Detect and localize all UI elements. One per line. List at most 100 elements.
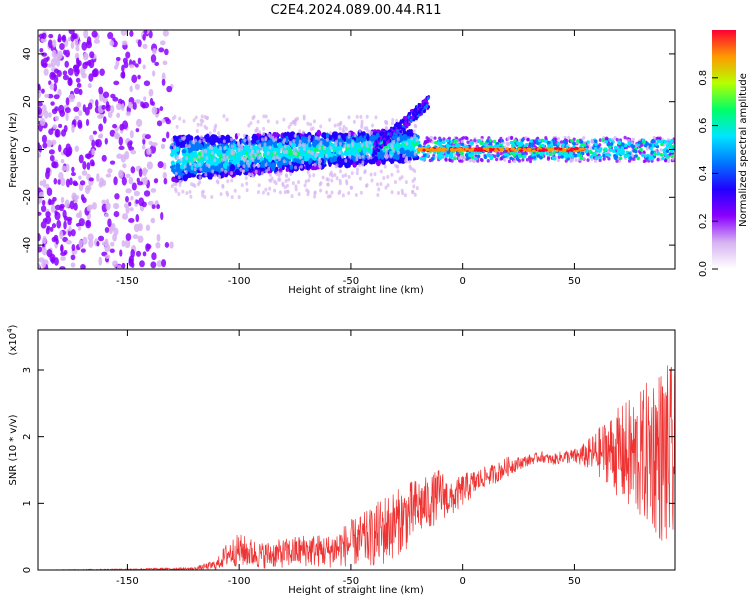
spectrogram-noise-cell xyxy=(135,128,140,133)
spectrogram-halo-cell xyxy=(398,176,402,181)
spectrogram-halo-cell xyxy=(297,180,301,185)
spectrogram-halo-cell xyxy=(351,143,355,148)
spectrogram-halo-cell xyxy=(412,129,416,134)
spectrogram-noise-cell xyxy=(54,211,61,221)
spectrogram-band-cell xyxy=(410,132,414,137)
spectrogram-halo-cell xyxy=(355,114,359,119)
spectrogram-halo-cell xyxy=(278,177,282,182)
spectrogram-halo-cell xyxy=(503,158,507,162)
spectrogram-halo-cell xyxy=(216,131,220,136)
spectrogram-noise-cell xyxy=(113,176,118,186)
spectrogram-band-cell xyxy=(189,135,194,142)
spectrogram-halo-cell xyxy=(220,167,224,172)
spectrogram-halo-cell xyxy=(574,158,578,162)
spectrogram-halo-cell xyxy=(567,135,571,140)
spectrogram-halo-cell xyxy=(302,116,306,121)
spectrogram-noise-cell xyxy=(73,182,79,187)
spectrogram-halo-cell xyxy=(336,122,340,127)
spectrogram-line-cell xyxy=(651,138,655,143)
spectrogram-halo-cell xyxy=(267,166,271,171)
spectrogram-halo-cell xyxy=(349,185,353,190)
spectrogram-halo-cell xyxy=(459,154,464,159)
spectrogram-halo-cell xyxy=(373,172,377,177)
spectrogram-noise-cell xyxy=(122,57,128,64)
spectrogram-noise-cell xyxy=(66,149,70,157)
spectrogram-halo-cell xyxy=(313,194,317,199)
spectrogram-halo-cell xyxy=(190,182,194,187)
spectrogram-halo-cell xyxy=(265,169,269,174)
spectrogram-halo-cell xyxy=(178,116,182,121)
spectrogram-peak-cell xyxy=(454,148,459,152)
spectrogram-halo-cell xyxy=(589,146,593,150)
spectrogram-noise-cell xyxy=(45,211,51,218)
spectrogram-halo-cell xyxy=(251,149,255,154)
spectrogram-noise-cell xyxy=(49,253,56,263)
spectrogram-halo-cell xyxy=(499,151,503,156)
spectrogram-noise-cell xyxy=(150,54,157,63)
spectrogram-noise-cell xyxy=(85,118,90,127)
spectrogram-noise-cell xyxy=(75,222,82,227)
spectrogram-halo-cell xyxy=(261,190,265,195)
spectrogram-halo-cell xyxy=(301,130,305,135)
spectrogram-noise-cell xyxy=(102,91,110,99)
spectrogram-noise-cell xyxy=(81,197,87,204)
spectrogram-halo-cell xyxy=(513,159,517,164)
spectrogram-noise-cell xyxy=(80,66,86,76)
spectrogram-noise-cell xyxy=(146,161,153,170)
spectrogram-tail-cell xyxy=(417,102,421,107)
spectrogram-halo-cell xyxy=(307,138,311,143)
spectrogram-noise-cell xyxy=(122,163,127,169)
spectrogram-line-cell xyxy=(659,139,664,144)
spectrogram-band-cell xyxy=(204,165,209,171)
spectrogram-halo-cell xyxy=(329,131,333,136)
spectrogram-halo-cell xyxy=(208,131,212,136)
spectrogram-line-cell xyxy=(538,144,543,148)
x-tick-label: -150 xyxy=(116,576,139,587)
spectrogram-noise-cell xyxy=(151,204,156,210)
spectrogram-band-cell xyxy=(195,135,200,141)
spectrogram-halo-cell xyxy=(307,149,311,154)
spectrogram-noise-cell xyxy=(117,264,122,269)
spectrogram-noise-cell xyxy=(87,233,94,241)
spectrogram-halo-cell xyxy=(328,117,332,122)
spectrogram-halo-cell xyxy=(546,157,550,161)
colorbar: 0.0 0.2 0.4 0.6 0.8 Normalized spectral ampl… xyxy=(698,30,749,277)
spectrogram-noise-cell xyxy=(96,114,104,119)
spectrogram-halo-cell xyxy=(390,172,394,177)
spectrogram-halo-cell xyxy=(249,152,253,157)
spectrogram-noise-cell xyxy=(131,182,137,191)
spectrogram-line-cell xyxy=(570,139,574,143)
spectrogram-noise-cell xyxy=(163,177,168,185)
spectrogram-noise-cell xyxy=(82,62,88,70)
spectrogram-halo-cell xyxy=(343,144,347,149)
spectrogram-halo-cell xyxy=(288,161,292,166)
spectrogram-noise-cell xyxy=(105,101,110,109)
spectrogram-halo-cell xyxy=(266,119,270,124)
spectrogram-line-cell xyxy=(560,143,565,148)
spectrogram-halo-cell xyxy=(205,162,209,167)
spectrogram-tail-cell xyxy=(387,132,391,136)
spectrogram-noise-cell xyxy=(101,104,106,110)
spectrogram-noise-cell xyxy=(62,70,68,76)
spectrogram-halo-cell xyxy=(313,190,317,195)
spectrogram-band-cell xyxy=(279,153,283,159)
spectrogram-noise-cell xyxy=(87,83,92,89)
spectrogram-tail-cell xyxy=(392,126,396,130)
spectrogram-noise-cell xyxy=(161,118,166,124)
spectrogram-noise-cell xyxy=(161,259,167,268)
spectrogram-halo-cell xyxy=(360,119,364,124)
spectrogram-halo-cell xyxy=(395,118,399,123)
spectrogram-halo-cell xyxy=(405,159,409,164)
spectrogram-halo-cell xyxy=(444,158,448,162)
spectrogram-noise-cell xyxy=(81,170,88,176)
spectrogram-noise-cell xyxy=(151,252,157,261)
spectrogram-halo-cell xyxy=(346,143,350,148)
spectrogram-line-cell xyxy=(660,142,664,147)
spectrogram-noise-cell xyxy=(38,263,41,269)
spectrogram-line-cell xyxy=(453,139,458,143)
spectrogram-noise-cell xyxy=(74,145,80,152)
spectrogram-tail-cell xyxy=(399,129,403,134)
spectrogram-y-label: Frequency (Hz) xyxy=(8,112,19,188)
spectrogram-line-cell xyxy=(601,138,605,142)
spectrogram-band-cell xyxy=(313,147,318,152)
